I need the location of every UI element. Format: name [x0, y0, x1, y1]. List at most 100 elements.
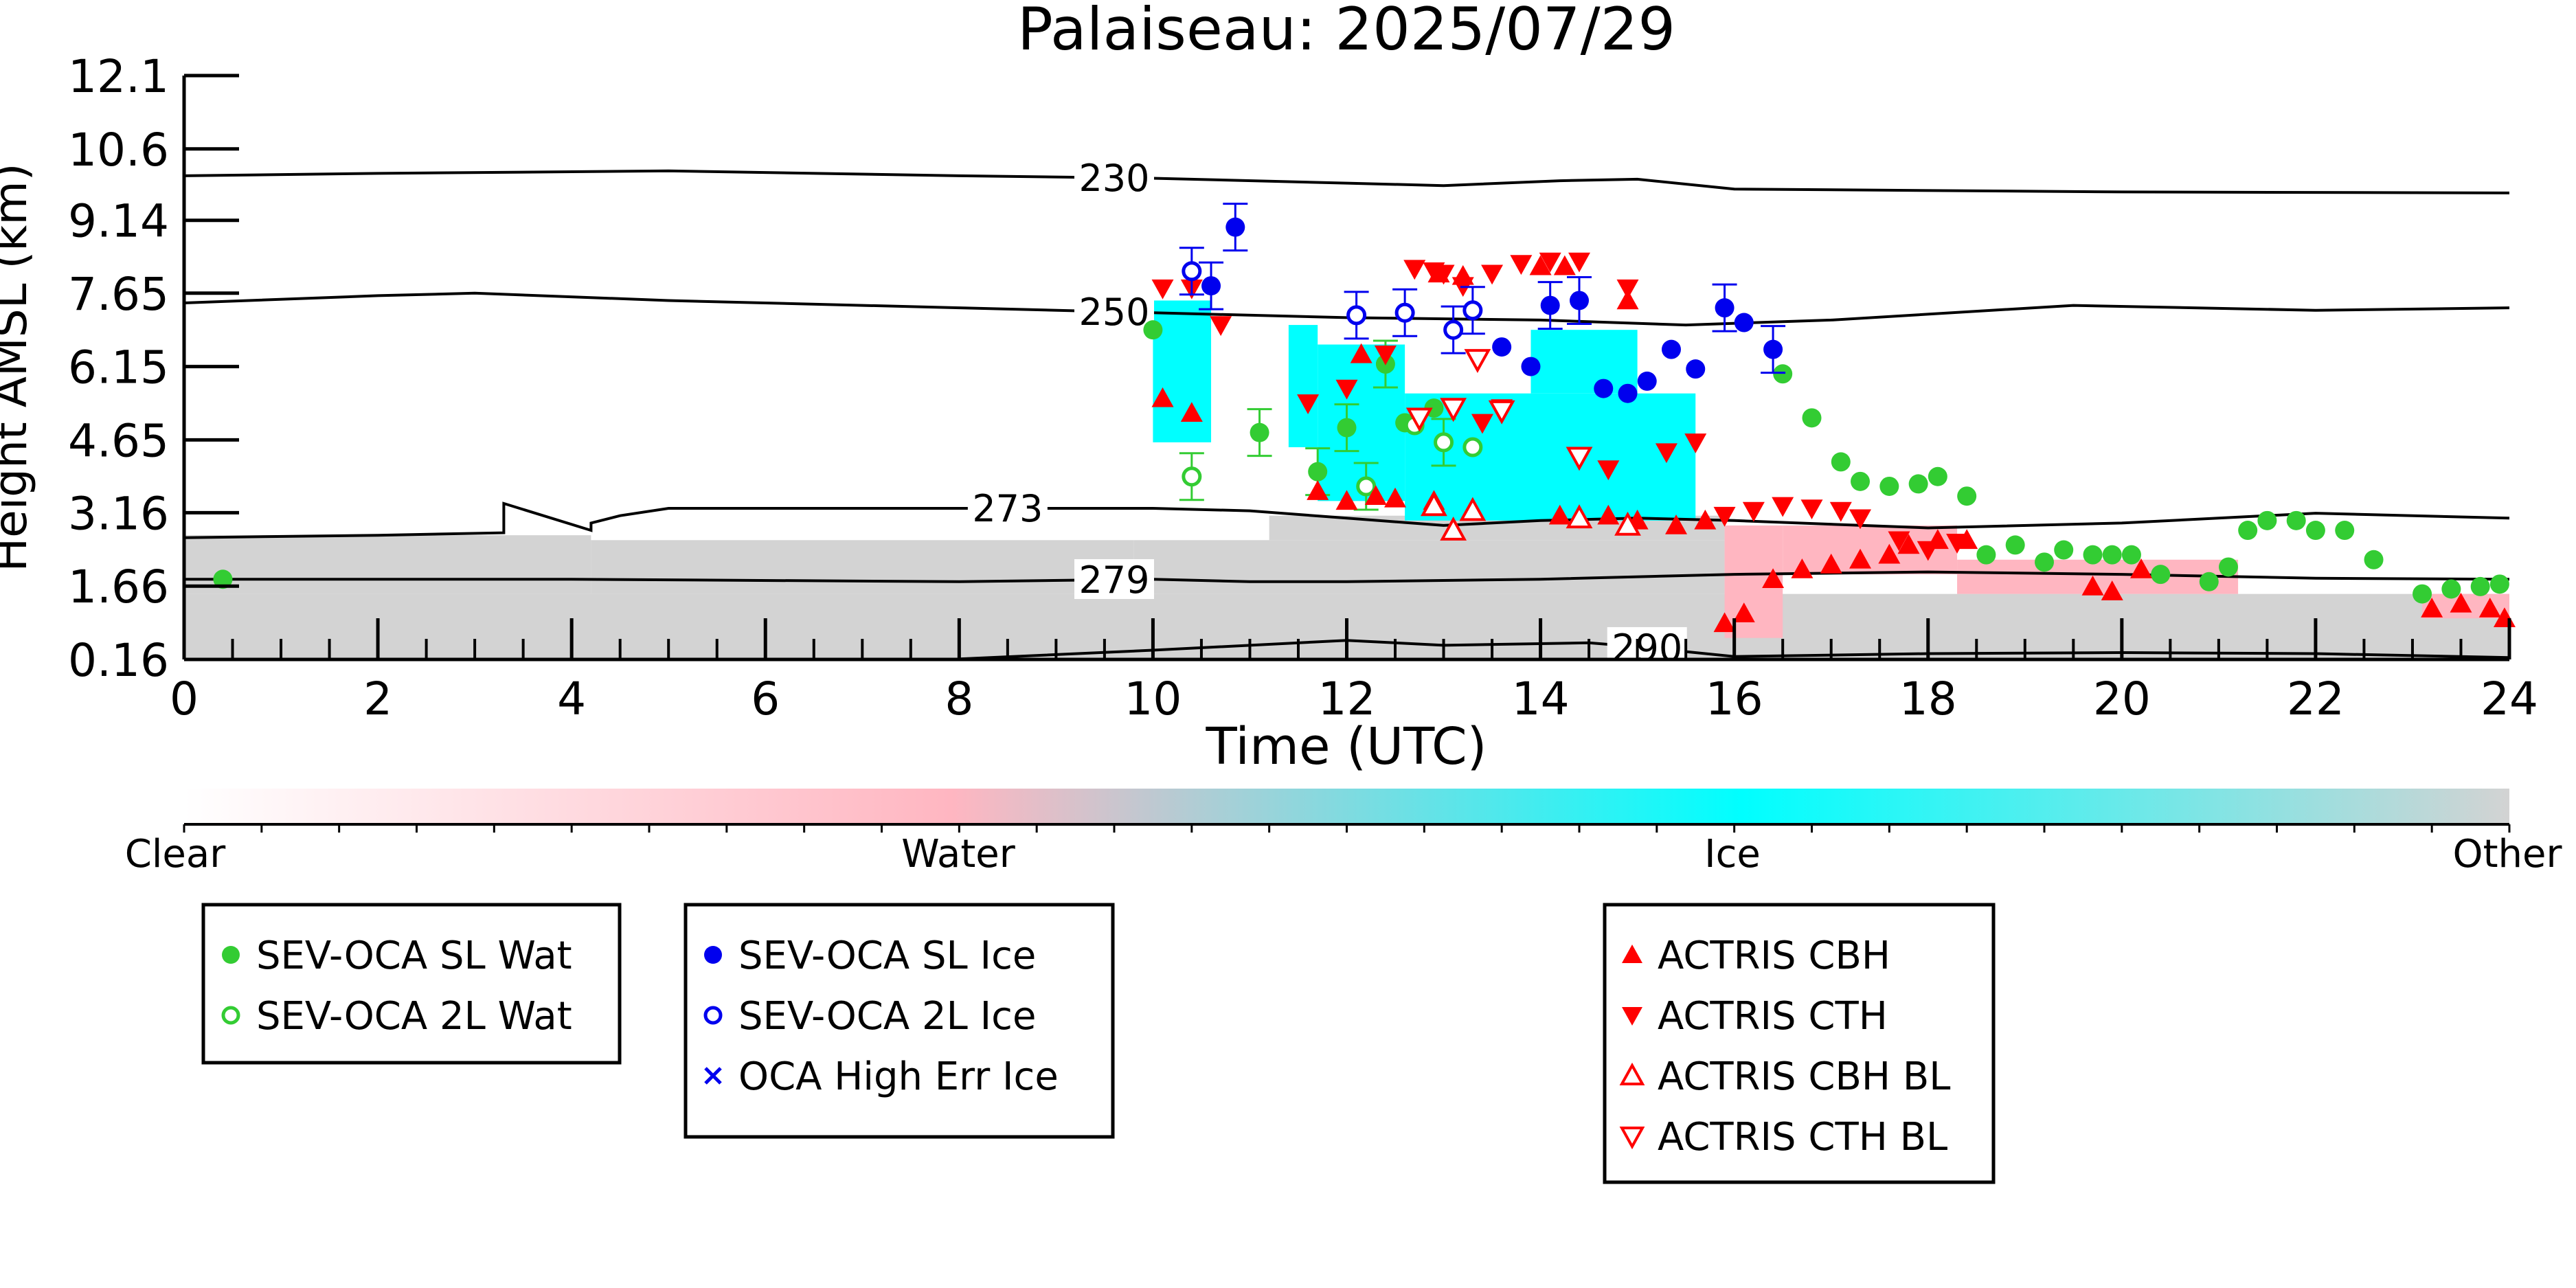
data-point — [1831, 452, 1851, 472]
data-point — [1539, 252, 1561, 273]
y-tick-label-7.65: 7.65 — [68, 268, 169, 321]
contour-label-bg-230 — [1074, 157, 1154, 197]
data-point — [1180, 402, 1203, 422]
cloud-region-2 — [591, 540, 1134, 594]
legend-marker-actris-cbh — [1622, 945, 1642, 963]
cloud-region-10 — [1288, 325, 1318, 448]
data-point — [1459, 497, 1487, 521]
data-point — [1346, 305, 1367, 326]
y-tick-label-1.66: 1.66 — [68, 561, 169, 613]
legend-label-sev-oca-sl-ice: SEV-OCA SL Ice — [738, 934, 1036, 978]
legend-frame — [683, 903, 1115, 1139]
data-point — [1421, 492, 1447, 517]
data-point — [1307, 480, 1329, 500]
legend-label-sev-oca-sl-wat: SEV-OCA SL Wat — [256, 934, 572, 978]
data-point — [1897, 534, 1920, 554]
data-point — [2199, 572, 2219, 591]
data-point — [1566, 504, 1593, 529]
axes: 0 2 4 6 8 10 12 14 16 18 20 22 240.161.663.164.656.1… — [68, 50, 2538, 725]
legend-label-oca-high-err-ice: OCA High Err Ice — [738, 1054, 1059, 1099]
contour-line-250 — [184, 291, 2509, 327]
data-point — [1464, 349, 1491, 374]
data-point — [1540, 295, 1560, 315]
contour-label-bg-273 — [967, 488, 1048, 528]
data-point — [2081, 575, 2104, 596]
data-point — [1637, 371, 1657, 391]
data-point — [1529, 255, 1552, 275]
data-point — [1488, 400, 1515, 425]
data-point — [1665, 514, 1688, 534]
contour-label-bg-250 — [1074, 291, 1154, 331]
data-point — [1772, 497, 1794, 517]
series-actris-cth-bl — [1405, 349, 1593, 471]
data-point — [2441, 579, 2461, 599]
data-point — [2286, 510, 2306, 530]
legend-marker-actris-cth-bl — [1619, 1127, 1645, 1150]
data-point — [1851, 471, 1871, 491]
contour-line-273 — [184, 501, 2509, 539]
y-tick-label-6.15: 6.15 — [68, 341, 169, 394]
data-point — [1481, 264, 1504, 285]
data-point — [1849, 548, 1872, 569]
legend-label-sev-oca-2l-ice: SEV-OCA 2L Ice — [738, 994, 1036, 1039]
data-point — [1151, 387, 1174, 407]
data-point — [1614, 511, 1641, 536]
data-point — [2478, 597, 2501, 618]
data-point — [2364, 550, 2384, 569]
data-point — [1335, 490, 1358, 510]
data-point — [1763, 339, 1783, 359]
contour-label-250: 250 — [1078, 291, 1149, 334]
data-point — [2102, 545, 2122, 565]
data-point — [2470, 576, 2490, 596]
data-point — [2413, 584, 2432, 604]
data-point — [1471, 414, 1493, 434]
data-point — [1661, 339, 1681, 359]
data-point — [1791, 558, 1814, 578]
data-point — [1405, 407, 1433, 432]
data-point — [1374, 345, 1397, 365]
data-point — [1210, 316, 1232, 337]
data-point — [1715, 298, 1735, 318]
x-tick-label-12: 12 — [1318, 673, 1376, 725]
data-point — [1888, 531, 1910, 552]
data-point — [1713, 612, 1736, 633]
y-axis-label: Height AMSL (km) — [0, 163, 37, 572]
legend-marker-actris-cbh-bl — [1619, 1062, 1645, 1085]
data-point — [2035, 552, 2054, 572]
data-point — [1364, 485, 1387, 506]
data-point — [1394, 302, 1415, 323]
cloud-region-3 — [1133, 540, 1725, 594]
data-point — [1182, 261, 1202, 282]
x-tick-label-24: 24 — [2481, 673, 2538, 725]
data-point — [2121, 545, 2141, 565]
x-tick-label-10: 10 — [1124, 673, 1182, 725]
legend-marker-sev-oca-sl-ice — [704, 946, 722, 964]
data-point — [1182, 466, 1202, 487]
colorbar-label-clear: Clear — [125, 832, 226, 877]
data-point — [1308, 462, 1328, 482]
x-axis-label: Time (UTC) — [1205, 717, 1487, 776]
legend-box-1: SEV-OCA SL Wat SEV-OCA 2L Wat — [201, 903, 622, 1065]
colorbar-bar — [184, 789, 2509, 824]
data-point — [2151, 565, 2171, 585]
x-tick-label-20: 20 — [2093, 673, 2151, 725]
x-tick-label-16: 16 — [1706, 673, 1763, 725]
data-point — [1568, 252, 1590, 273]
data-point — [2257, 510, 2277, 530]
data-point — [1762, 568, 1785, 589]
data-point — [1800, 499, 1823, 520]
legend-label-sev-oca-2l-wat: SEV-OCA 2L Wat — [256, 994, 572, 1039]
series-sev-oca-2l-ice — [1179, 247, 1485, 354]
data-point — [1384, 487, 1407, 508]
data-point — [1820, 553, 1842, 574]
y-tick-label-12.1: 12.1 — [68, 50, 169, 103]
x-tick-label-18: 18 — [1899, 673, 1957, 725]
data-point — [1713, 506, 1736, 527]
data-point — [1946, 534, 1969, 554]
data-point — [1510, 255, 1533, 275]
data-point — [1597, 504, 1620, 525]
data-point — [213, 569, 233, 589]
x-tick-label-4: 4 — [557, 673, 586, 725]
data-point — [1423, 262, 1445, 282]
series-actris-cbh-bl — [1421, 492, 1641, 541]
